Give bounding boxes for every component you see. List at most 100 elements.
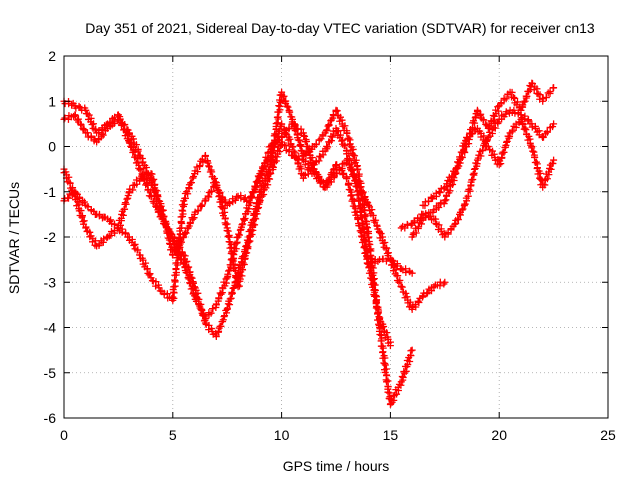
data-point-fill	[61, 114, 69, 122]
data-point-fill	[451, 220, 459, 228]
x-tick-label: 25	[600, 427, 616, 443]
data-point-fill	[278, 120, 286, 128]
data-point-fill	[322, 127, 330, 135]
data-point-fill	[435, 203, 443, 211]
data-point-fill	[539, 95, 547, 103]
data-point-fill	[528, 123, 536, 131]
data-point-fill	[116, 221, 124, 229]
data-point-fill	[349, 145, 357, 153]
series-track-7	[419, 79, 558, 210]
data-point-fill	[409, 230, 417, 238]
data-point-fill	[100, 235, 108, 243]
data-point-fill	[202, 314, 210, 322]
data-point-fill	[78, 213, 86, 221]
data-point-fill	[244, 243, 252, 251]
data-point-fill	[204, 192, 212, 200]
x-tick-label: 0	[60, 427, 68, 443]
data-point-fill	[224, 232, 232, 240]
data-point-fill	[458, 206, 466, 214]
data-point-fill	[543, 128, 551, 136]
data-point-fill	[118, 121, 126, 129]
data-point-fill	[521, 124, 529, 132]
data-point-fill	[231, 196, 239, 204]
data-point-fill	[308, 153, 316, 161]
data-point-fill	[477, 152, 485, 160]
data-point-fill	[393, 390, 401, 398]
data-point-fill	[359, 188, 367, 196]
data-point-fill	[74, 198, 82, 206]
data-point-fill	[205, 163, 213, 171]
data-point-fill	[432, 220, 440, 228]
data-point-fill	[231, 260, 239, 268]
data-point-fill	[219, 316, 227, 324]
chart-title: Day 351 of 2021, Sidereal Day-to-day VTE…	[85, 20, 595, 36]
data-point-fill	[343, 129, 351, 137]
y-tick-label: -2	[44, 229, 57, 245]
data-point	[408, 269, 416, 277]
data-point-fill	[133, 176, 141, 184]
data-point-fill	[312, 141, 320, 149]
data-point-fill	[160, 290, 168, 298]
data-point-fill	[121, 199, 129, 207]
data-series-group	[60, 79, 558, 408]
data-point-fill	[398, 283, 406, 291]
data-point-fill	[384, 388, 392, 396]
data-point-fill	[163, 229, 171, 237]
data-point-fill	[223, 304, 231, 312]
data-point-fill	[215, 295, 223, 303]
data-point-fill	[376, 331, 384, 339]
data-point-fill	[355, 222, 363, 230]
data-point-fill	[154, 193, 162, 201]
data-point	[550, 156, 558, 164]
data-point-fill	[223, 227, 231, 235]
data-point	[386, 342, 394, 350]
data-point-fill	[189, 174, 197, 182]
data-point-fill	[166, 239, 174, 247]
data-point-fill	[132, 141, 140, 149]
data-point-fill	[508, 126, 516, 134]
data-point-fill	[383, 329, 391, 337]
data-point-fill	[107, 216, 115, 224]
data-point	[408, 346, 416, 354]
data-point-fill	[228, 288, 236, 296]
data-point-fill	[71, 112, 79, 120]
data-point-fill	[80, 217, 88, 225]
data-point-fill	[155, 284, 163, 292]
data-point-fill	[238, 221, 246, 229]
data-point-fill	[279, 93, 287, 101]
data-point-fill	[70, 189, 78, 197]
data-point-fill	[531, 153, 539, 161]
data-point-fill	[329, 166, 337, 174]
data-point-fill	[520, 98, 528, 106]
data-point-fill	[379, 348, 387, 356]
data-point-fill	[147, 193, 155, 201]
data-point-fill	[251, 214, 259, 222]
data-point-fill	[324, 143, 332, 151]
data-point-fill	[368, 274, 376, 282]
data-point-fill	[186, 219, 194, 227]
data-point-fill	[406, 357, 414, 365]
x-axis-label: GPS time / hours	[283, 458, 390, 474]
data-point-fill	[524, 116, 532, 124]
data-point-fill	[256, 196, 264, 204]
data-point-fill	[389, 257, 397, 265]
data-point-fill	[176, 224, 184, 232]
data-point-fill	[316, 179, 324, 187]
data-point-fill	[142, 259, 150, 267]
data-point-fill	[294, 136, 302, 144]
data-point-fill	[243, 244, 251, 252]
data-point-fill	[503, 138, 511, 146]
data-point-fill	[284, 136, 292, 144]
data-point-fill	[87, 133, 95, 141]
data-point-fill	[79, 124, 87, 132]
data-point-fill	[65, 173, 73, 181]
data-point-fill	[523, 92, 531, 100]
data-point-fill	[402, 289, 410, 297]
data-point	[550, 84, 558, 92]
data-point-fill	[62, 168, 70, 176]
data-point-fill	[341, 122, 349, 130]
data-point-fill	[211, 175, 218, 183]
data-point-fill	[382, 245, 390, 253]
data-point-fill	[134, 147, 142, 155]
